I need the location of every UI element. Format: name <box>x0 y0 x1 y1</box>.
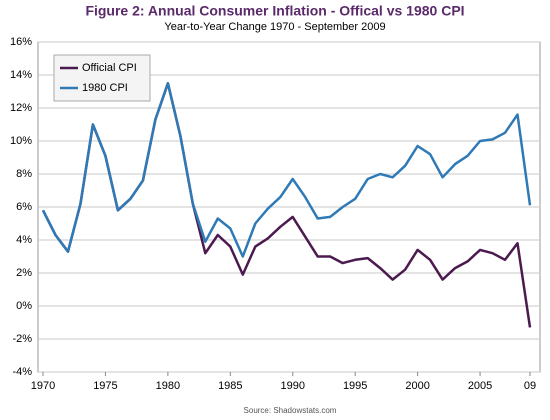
x-tick-label: 1990 <box>281 380 305 392</box>
y-tick-label: 12% <box>10 102 32 114</box>
x-tick-label: 1970 <box>31 380 55 392</box>
series-line <box>41 82 532 258</box>
y-tick-label: 8% <box>16 168 32 180</box>
legend-label: Official CPI <box>82 62 137 74</box>
y-tick-label: 6% <box>16 201 32 213</box>
source: Source: Shadowstats.com <box>244 406 337 415</box>
y-tick-label: 4% <box>16 234 32 246</box>
y-tick-label: -4% <box>12 366 32 378</box>
y-tick-label: 2% <box>16 267 32 279</box>
chart-subtitle: Year-to-Year Change 1970 - September 200… <box>164 21 385 33</box>
x-tick-label: 1980 <box>156 380 180 392</box>
y-tick-label: 14% <box>10 69 32 81</box>
y-tick-label: 10% <box>10 135 32 147</box>
legend-box <box>53 54 151 102</box>
x-tick-label: 1995 <box>343 380 367 392</box>
y-tick-label: -2% <box>12 333 32 345</box>
x-tick-label: 1975 <box>93 380 117 392</box>
chart-title: Figure 2: Annual Consumer Inflation - Of… <box>85 3 464 19</box>
x-tick-label: 1985 <box>218 380 242 392</box>
y-tick-label: 0% <box>16 300 32 312</box>
x-tick-label: 2005 <box>468 380 492 392</box>
y-tick-label: 16% <box>10 36 32 48</box>
x-tick-label: 09 <box>524 380 536 392</box>
x-tick-label: 2000 <box>405 380 429 392</box>
legend-label: 1980 CPI <box>82 82 128 94</box>
